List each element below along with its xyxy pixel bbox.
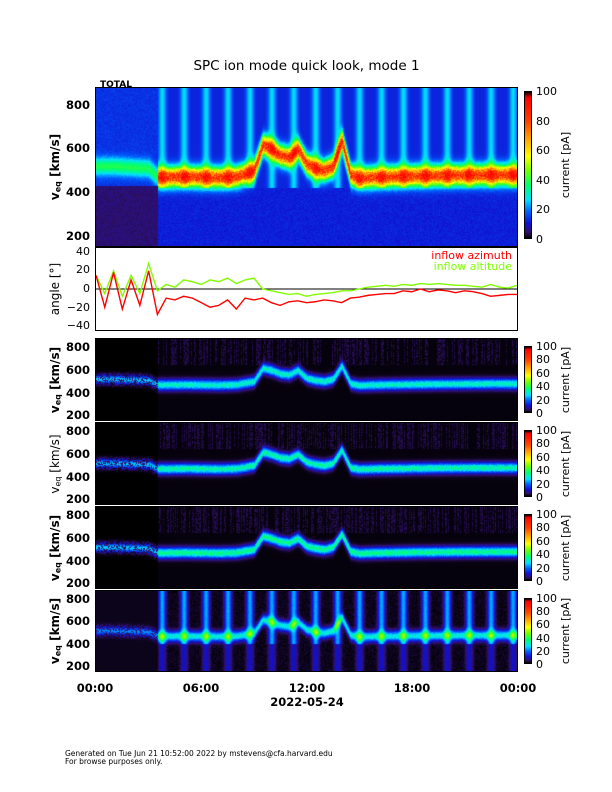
y-tick-label: 600 <box>65 362 90 377</box>
spectrogram-panel <box>95 338 518 421</box>
colorbar-tick-label: 80 <box>536 521 550 535</box>
y-tick-label: 0 <box>83 282 90 295</box>
colorbar <box>524 514 532 581</box>
y-tick-label: 600 <box>65 614 90 629</box>
y-axis-label: veq [km/s] <box>48 597 63 665</box>
colorbar-tick-label: 40 <box>536 548 550 562</box>
spectrogram-panel <box>95 422 518 505</box>
y-tick-label: 800 <box>65 424 90 439</box>
y-axis-label: angle [°] <box>48 262 62 316</box>
colorbar-tick-label: 100 <box>536 508 557 521</box>
y-tick-label: −40 <box>66 319 90 333</box>
legend-altitude: inflow altitude <box>433 260 512 273</box>
colorbar-tick-label: 60 <box>536 618 550 632</box>
azimuth-series-line <box>96 270 517 317</box>
colorbar-tick-label: 80 <box>536 437 550 451</box>
y-tick-label: 400 <box>65 185 90 200</box>
colorbar-label: current [pA] <box>559 346 572 413</box>
colorbar-label: current [pA] <box>559 597 572 665</box>
colorbar-tick-label: 20 <box>536 644 550 658</box>
panel-label-total: TOTAL <box>100 80 132 90</box>
colorbar <box>524 91 532 239</box>
colorbar-tick-label: 100 <box>536 85 557 98</box>
colorbar-tick-label: 60 <box>536 366 550 380</box>
y-tick-label: 40 <box>76 244 90 258</box>
colorbar-label: current [pA] <box>559 131 572 199</box>
colorbar-tick-label: 40 <box>536 380 550 394</box>
footer-browse-note: For browse purposes only. <box>65 757 163 766</box>
x-tick-label: 18:00 <box>393 681 431 695</box>
colorbar-tick-label: 20 <box>536 561 550 575</box>
y-axis-label: veq [km/s] <box>48 433 63 494</box>
colorbar <box>524 346 532 413</box>
y-axis-label: veq [km/s] <box>48 133 63 201</box>
y-tick-label: 400 <box>65 385 90 400</box>
colorbar-tick-label: 80 <box>536 114 550 128</box>
colorbar-tick-label: 0 <box>536 491 543 504</box>
colorbar-tick-label: 0 <box>536 658 543 671</box>
y-tick-label: 400 <box>65 553 90 568</box>
colorbar-tick-label: 100 <box>536 340 557 353</box>
colorbar-tick-label: 20 <box>536 477 550 491</box>
spectrogram-image <box>96 507 517 588</box>
y-tick-label: 600 <box>65 530 90 545</box>
x-tick-label: 00:00 <box>76 681 114 695</box>
y-tick-label: 200 <box>65 659 90 674</box>
spectrogram-image <box>96 339 517 420</box>
colorbar-tick-label: 40 <box>536 631 550 645</box>
colorbar <box>524 430 532 497</box>
colorbar-tick-label: 0 <box>536 407 543 420</box>
y-tick-label: 800 <box>65 97 90 112</box>
colorbar-tick-label: 60 <box>536 534 550 548</box>
spectrogram-panel <box>95 590 518 672</box>
angle-panel <box>95 247 518 331</box>
y-tick-label: 400 <box>65 469 90 484</box>
footer-generated: Generated on Tue Jun 21 10:52:00 2022 by… <box>65 749 333 758</box>
x-axis-date-label: 2022-05-24 <box>270 695 344 709</box>
y-tick-label: −20 <box>66 300 90 314</box>
colorbar-tick-label: 60 <box>536 450 550 464</box>
colorbar <box>524 598 532 664</box>
legend-azimuth: inflow azimuth <box>431 249 512 262</box>
x-tick-label: 06:00 <box>182 681 220 695</box>
colorbar-label: current [pA] <box>559 514 572 581</box>
spectrogram-panel <box>95 506 518 589</box>
angle-plot <box>96 261 517 317</box>
colorbar-tick-label: 100 <box>536 424 557 437</box>
colorbar-tick-label: 40 <box>536 173 550 187</box>
colorbar-label: current [pA] <box>559 430 572 497</box>
colorbar-tick-label: 80 <box>536 353 550 367</box>
altitude-series-line <box>96 261 517 299</box>
y-tick-label: 600 <box>65 141 90 156</box>
y-tick-label: 20 <box>76 263 90 277</box>
colorbar-tick-label: 20 <box>536 203 550 217</box>
colorbar-tick-label: 80 <box>536 605 550 619</box>
y-tick-label: 600 <box>65 446 90 461</box>
figure-title: SPC ion mode quick look, mode 1 <box>193 58 420 74</box>
colorbar-tick-label: 0 <box>536 233 543 246</box>
y-tick-label: 800 <box>65 340 90 355</box>
colorbar-tick-label: 40 <box>536 464 550 478</box>
spectrogram-panel <box>95 87 518 247</box>
y-axis-label: veq [km/s] <box>48 346 63 413</box>
colorbar-tick-label: 0 <box>536 575 543 588</box>
y-tick-label: 800 <box>65 508 90 523</box>
spectrogram-image <box>96 423 517 504</box>
colorbar-tick-label: 100 <box>536 592 557 605</box>
y-axis-label: veq [km/s] <box>48 514 63 581</box>
y-tick-label: 200 <box>65 492 90 507</box>
x-tick-label: 00:00 <box>499 681 537 695</box>
y-tick-label: 400 <box>65 636 90 651</box>
x-tick-label: 12:00 <box>288 681 326 695</box>
spectrogram-image <box>96 88 517 246</box>
spectrogram-image <box>96 591 517 671</box>
y-tick-label: 800 <box>65 591 90 606</box>
y-tick-label: 200 <box>65 229 90 244</box>
colorbar-tick-label: 60 <box>536 144 550 158</box>
colorbar-tick-label: 20 <box>536 393 550 407</box>
y-tick-label: 200 <box>65 408 90 423</box>
y-tick-label: 200 <box>65 576 90 591</box>
